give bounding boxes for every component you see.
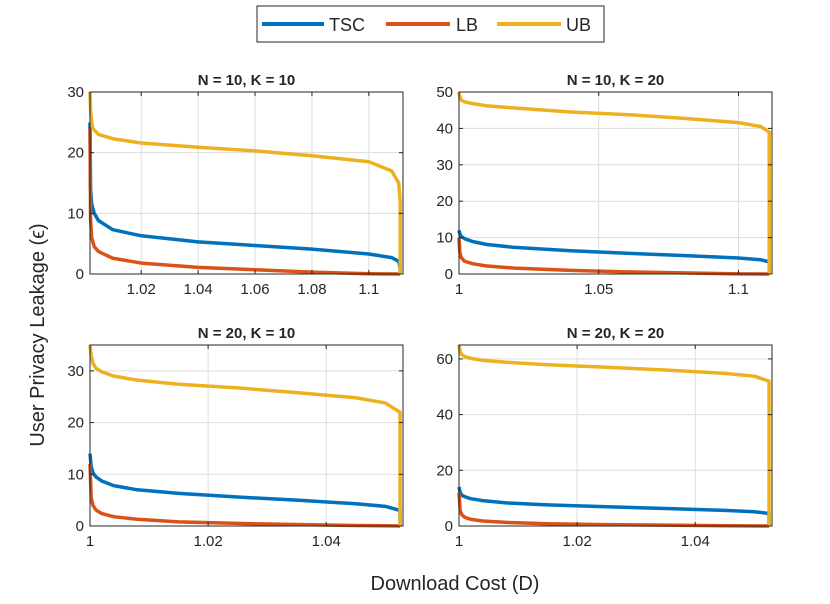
subplot-n20-k10: 1 1.02 1.04 0 10 20 30 N = 20, K = 10 — [67, 325, 404, 550]
series-line-lb — [457, 237, 770, 276]
x-tick-label: 1.04 — [184, 281, 213, 298]
x-tick-label: 1.05 — [584, 281, 613, 298]
x-tick-label: 1.1 — [728, 281, 749, 298]
x-tick-label: 1 — [86, 533, 94, 550]
y-tick-label: 0 — [445, 518, 453, 535]
y-tick-label: 60 — [436, 351, 453, 368]
legend: TSC LB UB — [256, 5, 605, 43]
x-tick-label: 1.04 — [681, 533, 710, 550]
series-line-tsc — [88, 453, 402, 526]
axes-box — [458, 91, 773, 275]
y-tick-label: 30 — [67, 363, 84, 380]
y-tick-label: 10 — [436, 230, 453, 247]
series-line-ub — [457, 344, 771, 526]
subplot-title: N = 20, K = 20 — [567, 325, 665, 342]
y-tick-label: 50 — [436, 84, 453, 101]
x-tick-label: 1.02 — [127, 281, 156, 298]
x-tick-label: 1.02 — [563, 533, 592, 550]
x-tick-label: 1.02 — [194, 533, 223, 550]
x-tick-label: 1.04 — [312, 533, 341, 550]
plot-area — [459, 345, 772, 526]
legend-label-ub: UB — [566, 15, 591, 35]
legend-label-lb: LB — [456, 15, 478, 35]
subplot-n10-k10: 1.02 1.04 1.06 1.08 1.1 0 10 20 30 N = 10, K = 10 — [67, 72, 404, 298]
subplot-title: N = 10, K = 20 — [567, 72, 665, 89]
y-tick-label: 0 — [76, 518, 84, 535]
series-line-ub — [88, 91, 402, 274]
series-line-lb — [88, 463, 401, 528]
x-tick-label: 1 — [455, 281, 463, 298]
series-line-tsc — [457, 229, 771, 274]
y-tick-label: 0 — [445, 266, 453, 283]
x-tick-label: 1.1 — [358, 281, 379, 298]
axes-box — [89, 344, 404, 527]
legend-label-tsc: TSC — [329, 15, 365, 35]
x-tick-label: 1.06 — [240, 281, 269, 298]
y-tick-label: 20 — [436, 462, 453, 479]
y-tick-label: 40 — [436, 407, 453, 424]
series-line-lb — [88, 128, 401, 276]
subplot-title: N = 20, K = 10 — [198, 325, 296, 342]
subplot-n20-k20: 1 1.02 1.04 0 20 40 60 N = 20, K = 20 — [436, 325, 773, 550]
x-tick-label: 1 — [455, 533, 463, 550]
y-tick-label: 20 — [67, 145, 84, 162]
y-tick-label: 10 — [67, 466, 84, 483]
x-axis-label: Download Cost (D) — [371, 573, 540, 595]
series-line-ub — [457, 91, 771, 274]
y-tick-label: 20 — [436, 193, 453, 210]
y-tick-label: 30 — [67, 84, 84, 101]
y-tick-label: 40 — [436, 120, 453, 137]
y-tick-label: 0 — [76, 266, 84, 283]
axes-box — [89, 91, 404, 275]
series-line-lb — [457, 492, 770, 528]
series-line-ub — [88, 344, 402, 526]
y-axis-label: User Privacy Leakage (ϵ) — [27, 223, 49, 446]
y-tick-label: 30 — [436, 157, 453, 174]
series-line-tsc — [457, 486, 771, 526]
x-tick-label: 1.08 — [297, 281, 326, 298]
plot-area — [90, 92, 403, 274]
subplot-n10-k20: 1 1.05 1.1 0 10 20 30 40 50 N = 10, K = 20 — [436, 72, 773, 298]
axes-box — [458, 344, 773, 527]
subplot-title: N = 10, K = 10 — [198, 72, 296, 89]
y-tick-label: 20 — [67, 415, 84, 432]
y-tick-label: 10 — [67, 205, 84, 222]
series-line-tsc — [88, 122, 402, 274]
